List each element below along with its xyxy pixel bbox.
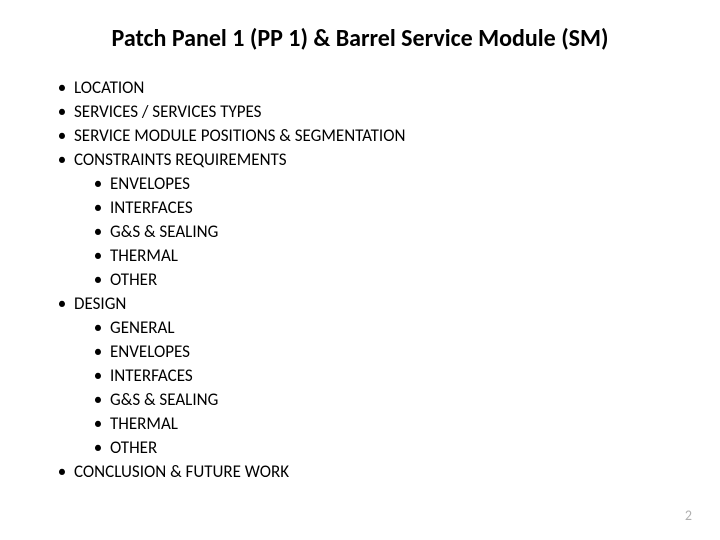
bullet-icon: •	[86, 365, 110, 387]
outline-item: •ENVELOPES	[86, 341, 680, 363]
outline-item-label: CONSTRAINTS REQUIREMENTS	[74, 149, 287, 171]
outline-item-label: ENVELOPES	[110, 173, 190, 195]
outline-item-label: SERVICE MODULE POSITIONS & SEGMENTATION	[74, 125, 405, 147]
outline-item-label: THERMAL	[110, 245, 178, 267]
outline-item: •OTHER	[86, 269, 680, 291]
bullet-icon: •	[86, 197, 110, 219]
bullet-icon: •	[50, 125, 74, 147]
bullet-icon: •	[50, 101, 74, 123]
outline-item-label: OTHER	[110, 437, 157, 459]
bullet-icon: •	[86, 221, 110, 243]
outline-item: •CONCLUSION & FUTURE WORK	[50, 461, 680, 483]
slide-title: Patch Panel 1 (PP 1) & Barrel Service Mo…	[40, 24, 680, 53]
outline-item-label: G&S & SEALING	[110, 389, 218, 411]
outline-item: •SERVICE MODULE POSITIONS & SEGMENTATION	[50, 125, 680, 147]
outline-item-label: INTERFACES	[110, 197, 193, 219]
outline-item-label: ENVELOPES	[110, 341, 190, 363]
bullet-icon: •	[86, 245, 110, 267]
bullet-icon: •	[86, 173, 110, 195]
outline-item: •G&S & SEALING	[86, 389, 680, 411]
outline-item: •GENERAL	[86, 317, 680, 339]
outline-item-label: LOCATION	[74, 77, 144, 99]
outline-item: •INTERFACES	[86, 365, 680, 387]
outline-item: •CONSTRAINTS REQUIREMENTS	[50, 149, 680, 171]
outline-item-label: G&S & SEALING	[110, 221, 218, 243]
outline-item: •G&S & SEALING	[86, 221, 680, 243]
bullet-icon: •	[86, 341, 110, 363]
page-number: 2	[685, 507, 692, 524]
bullet-icon: •	[50, 461, 74, 483]
outline-item-label: SERVICES / SERVICES TYPES	[74, 101, 262, 123]
outline-item-label: DESIGN	[74, 293, 126, 315]
outline-item-label: CONCLUSION & FUTURE WORK	[74, 461, 289, 483]
outline-item: •LOCATION	[50, 77, 680, 99]
outline-list: •LOCATION•SERVICES / SERVICES TYPES•SERV…	[50, 77, 680, 483]
bullet-icon: •	[50, 77, 74, 99]
outline-item: •SERVICES / SERVICES TYPES	[50, 101, 680, 123]
bullet-icon: •	[50, 149, 74, 171]
outline-item: •THERMAL	[86, 245, 680, 267]
outline-item: •OTHER	[86, 437, 680, 459]
bullet-icon: •	[50, 293, 74, 315]
outline-item-label: OTHER	[110, 269, 157, 291]
outline-item: •INTERFACES	[86, 197, 680, 219]
outline-item-label: INTERFACES	[110, 365, 193, 387]
outline-item: •ENVELOPES	[86, 173, 680, 195]
outline-item-label: GENERAL	[110, 317, 175, 339]
outline-item: •THERMAL	[86, 413, 680, 435]
outline-item: •DESIGN	[50, 293, 680, 315]
bullet-icon: •	[86, 413, 110, 435]
bullet-icon: •	[86, 269, 110, 291]
bullet-icon: •	[86, 437, 110, 459]
outline-item-label: THERMAL	[110, 413, 178, 435]
bullet-icon: •	[86, 389, 110, 411]
bullet-icon: •	[86, 317, 110, 339]
